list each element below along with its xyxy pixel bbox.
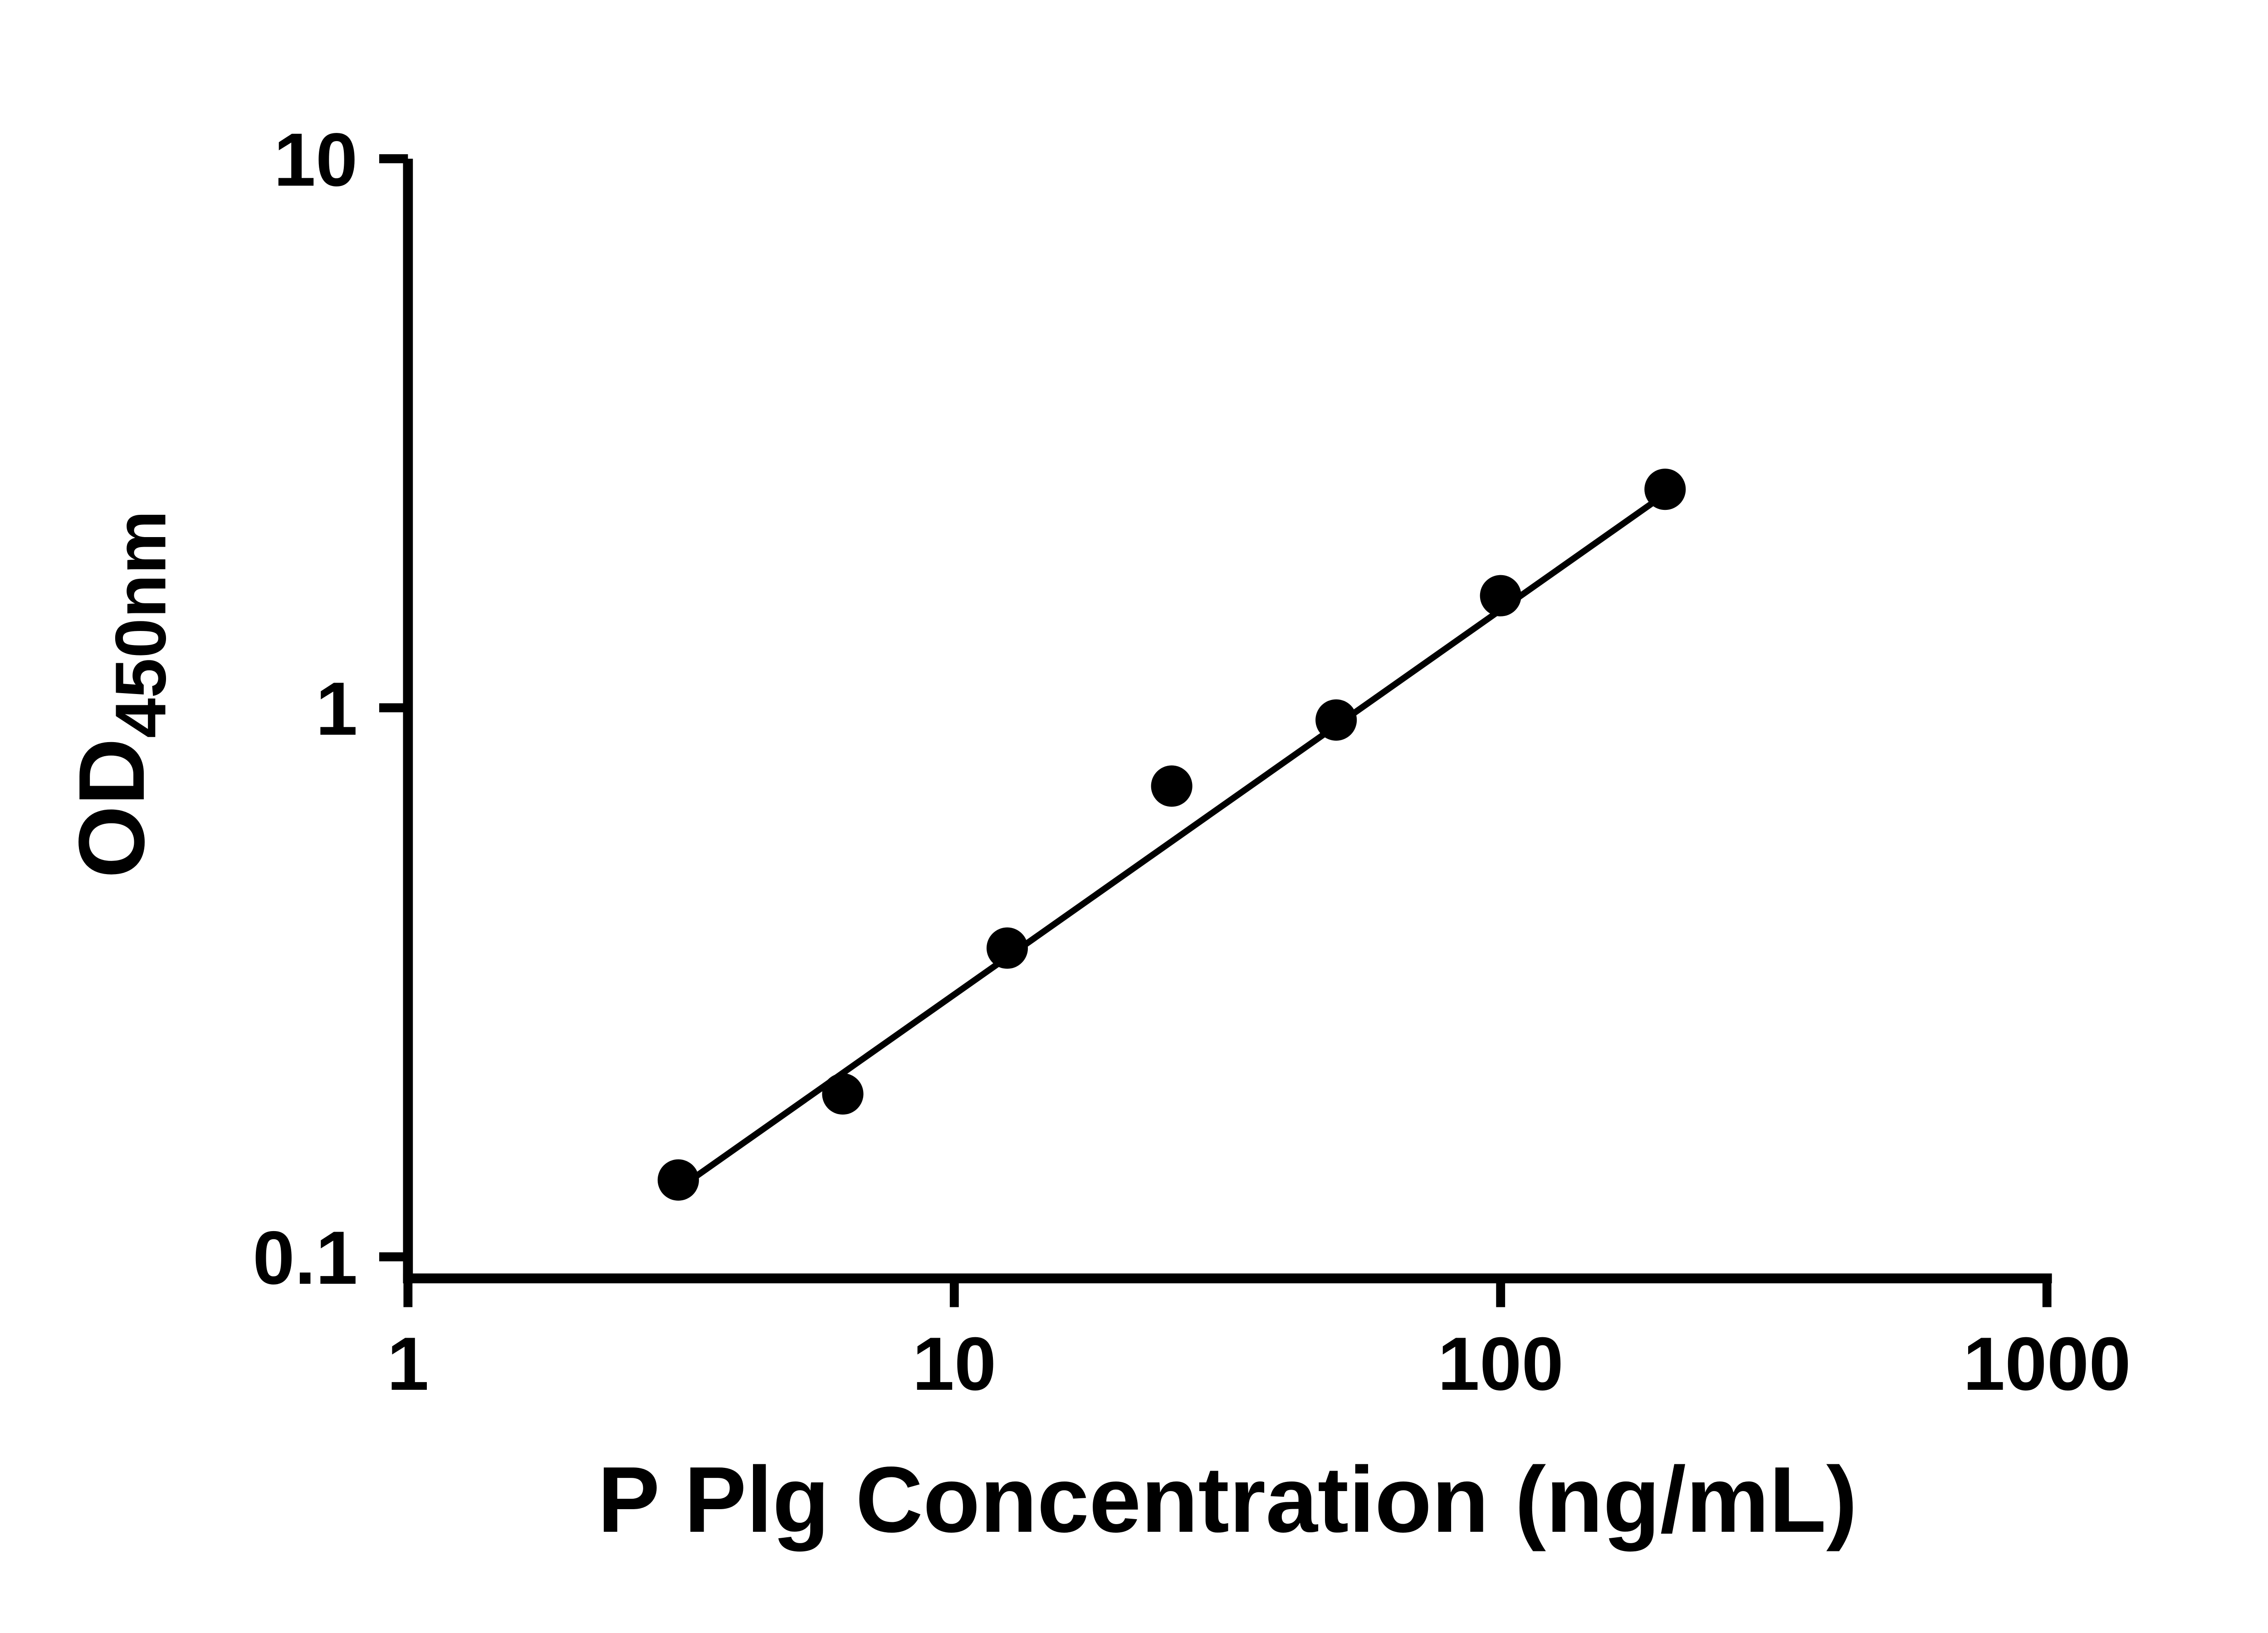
data-point [1644,469,1686,510]
data-point [1315,699,1357,741]
y-axis-title: OD450nm [59,510,181,878]
x-tick-label: 10 [912,1322,996,1406]
data-point [822,1073,864,1115]
y-tick-label: 1 [316,667,358,751]
y-axis-title-main: OD [59,738,164,878]
data-point [1151,765,1193,807]
x-axis-title: P Plg Concentration (ng/mL) [597,1447,1857,1552]
x-tick-label: 1000 [1963,1322,2131,1406]
plot-layer: 1 10 100 1000 0.1 1 10 [253,117,2131,1406]
data-point [657,1159,699,1201]
x-tick-label: 100 [1437,1322,1564,1406]
data-point [986,927,1028,969]
y-axis-title-sub: 450nm [101,510,181,738]
data-point [1480,575,1521,616]
y-tick-label: 0.1 [253,1216,357,1300]
y-tick-label: 10 [274,117,357,202]
x-tick-label: 1 [387,1322,429,1406]
